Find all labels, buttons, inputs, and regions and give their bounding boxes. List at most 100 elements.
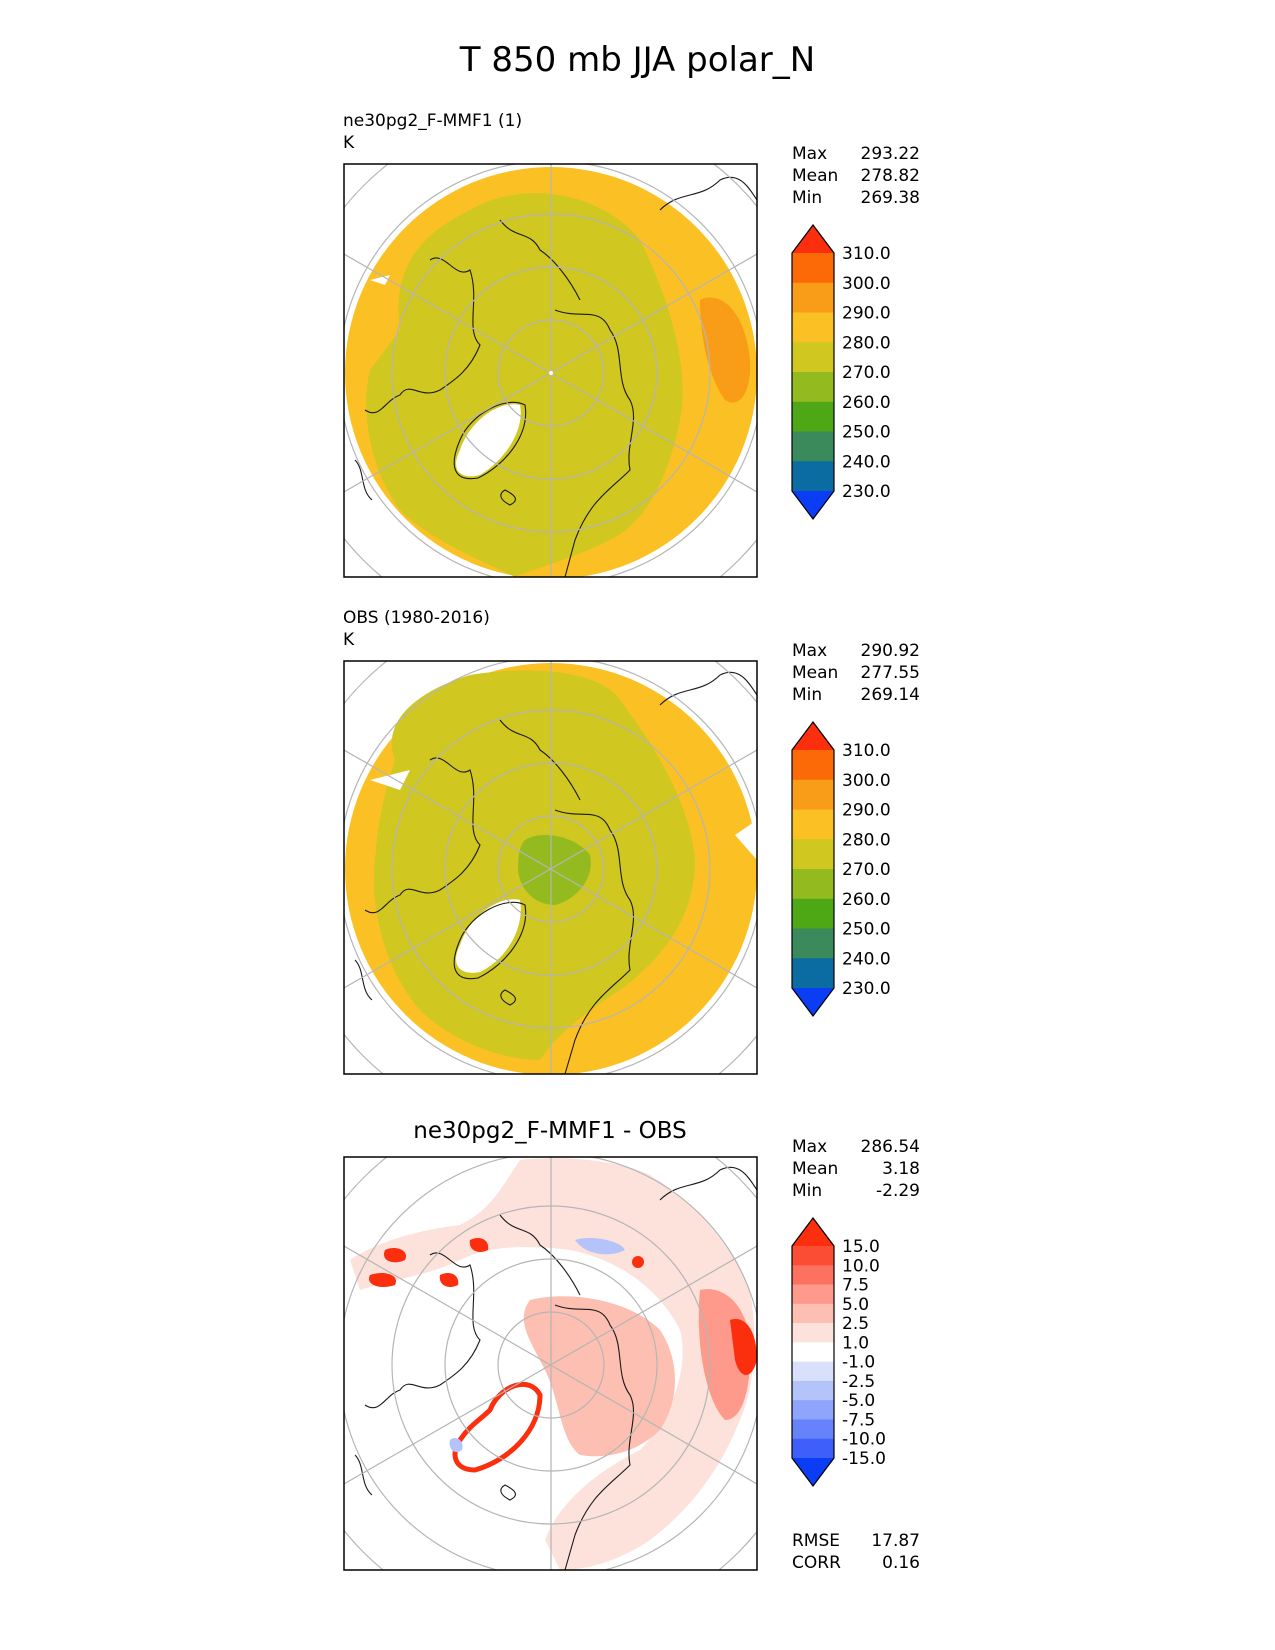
panel2-map — [344, 661, 757, 1074]
colorbar-segment — [792, 1361, 834, 1382]
panel3-metric-rmse: RMSE 17.87 — [792, 1531, 920, 1551]
colorbar-segment — [792, 461, 834, 492]
colorbar-tick-label: -5.0 — [842, 1391, 875, 1411]
colorbar-tick-label: 240.0 — [842, 949, 891, 969]
colorbar-segment — [792, 1419, 834, 1440]
colorbar-extend-max — [792, 225, 834, 253]
colorbar-tick-label: 10.0 — [842, 1256, 880, 1276]
colorbar-extend-max — [792, 722, 834, 750]
panel1-frame — [343, 163, 758, 578]
colorbar-segment — [792, 1400, 834, 1420]
panel3-map — [344, 1157, 757, 1570]
panel1-stat-min: Min 269.38 — [792, 188, 920, 208]
colorbar-segment — [792, 809, 834, 840]
colorbar-tick-label: 240.0 — [842, 452, 891, 472]
colorbar-tick-label: 230.0 — [842, 482, 891, 502]
panel2-stat-min: Min 269.14 — [792, 685, 920, 705]
panel3-stat-mean: Mean 3.18 — [792, 1159, 920, 1179]
panel1-stat-max: Max 293.22 — [792, 144, 920, 164]
colorbar-segment — [792, 401, 834, 432]
panel2-colorbar: 310.0 300.0 290.0 280.0 270.0 260.0 250.0 240.0… — [791, 721, 891, 1017]
panel2-stat-max: Max 290.92 — [792, 641, 920, 661]
colorbar-tick-label: 310.0 — [842, 741, 891, 761]
colorbar-extend-min — [792, 491, 834, 519]
panel1-stat-mean: Mean 278.82 — [792, 166, 920, 186]
panel2-title: OBS (1980-2016) K — [343, 607, 490, 651]
colorbar-extend-min — [792, 988, 834, 1016]
colorbar-tick-label: 310.0 — [842, 244, 891, 264]
figure-title: T 850 mb JJA polar_N — [459, 40, 816, 80]
panel3-stats: Max 286.54 Mean 3.18 Min -2.29 — [792, 1136, 920, 1202]
colorbar-tick-label: 300.0 — [842, 274, 891, 294]
colorbar-segment — [792, 928, 834, 959]
colorbar-segment — [792, 750, 834, 781]
colorbar-tick-label: 260.0 — [842, 393, 891, 413]
colorbar-segment — [792, 779, 834, 810]
colorbar-segment — [792, 898, 834, 929]
colorbar-tick-label: 280.0 — [842, 830, 891, 850]
panel2-units: K — [343, 630, 355, 650]
colorbar-tick-label: 2.5 — [842, 1314, 869, 1334]
colorbar-segment — [792, 1303, 834, 1324]
panel3-frame — [343, 1156, 758, 1571]
panel1-case-name: ne30pg2_F-MMF1 (1) — [343, 111, 523, 131]
colorbar-tick-label: -10.0 — [842, 1430, 886, 1450]
colorbar-segment — [792, 372, 834, 403]
colorbar-tick-label: -2.5 — [842, 1372, 875, 1392]
panel3-stat-min: Min -2.29 — [792, 1181, 920, 1201]
colorbar-tick-label: 5.0 — [842, 1295, 869, 1315]
colorbar-segment — [792, 1323, 834, 1343]
colorbar-tick-label: 230.0 — [842, 979, 891, 999]
colorbar-tick-label: 1.0 — [842, 1333, 869, 1353]
panel2-frame — [343, 660, 758, 1075]
colorbar-segment — [792, 431, 834, 462]
panel3-colorbar: 15.010.07.55.02.51.0-1.0-2.5-5.0-7.5-10.… — [791, 1217, 886, 1487]
panel3-stat-max: Max 286.54 — [792, 1137, 920, 1157]
colorbar-segment — [792, 312, 834, 343]
colorbar-segment — [792, 1380, 834, 1401]
colorbar-segment — [792, 282, 834, 313]
panel1-stats: Max 293.22 Mean 278.82 Min 269.38 — [792, 143, 920, 209]
colorbar-tick-label: -15.0 — [842, 1449, 886, 1469]
panel1-title: ne30pg2_F-MMF1 (1) K — [343, 110, 522, 154]
colorbar-extend-max — [792, 1218, 834, 1246]
colorbar-segment — [792, 342, 834, 373]
colorbar-tick-label: 290.0 — [842, 304, 891, 324]
panel1-field-hot — [700, 297, 751, 403]
colorbar-segment — [792, 1438, 834, 1459]
panel1-field-mid — [366, 193, 683, 577]
colorbar-segment — [792, 1342, 834, 1363]
colorbar-tick-label: 270.0 — [842, 860, 891, 880]
colorbar-segment — [792, 1265, 834, 1286]
colorbar-segment — [792, 253, 834, 284]
panel2-stat-mean: Mean 277.55 — [792, 663, 920, 683]
colorbar-tick-label: 300.0 — [842, 771, 891, 791]
panel3-greenland-edge — [452, 1381, 543, 1473]
colorbar-tick-label: 280.0 — [842, 333, 891, 353]
panel1-units: K — [343, 133, 355, 153]
colorbar-tick-label: 15.0 — [842, 1237, 880, 1257]
colorbar-tick-label: 290.0 — [842, 801, 891, 821]
panel3-field-warm — [523, 1296, 675, 1457]
colorbar-segment — [792, 1284, 834, 1305]
colorbar-tick-label: 250.0 — [842, 920, 891, 940]
colorbar-tick-label: 270.0 — [842, 363, 891, 383]
panel2-stats: Max 290.92 Mean 277.55 Min 269.14 — [792, 640, 920, 706]
colorbar-segment — [792, 958, 834, 989]
colorbar-tick-label: 7.5 — [842, 1276, 869, 1296]
colorbar-segment — [792, 869, 834, 900]
panel1-map — [344, 164, 757, 577]
panel1-colorbar: 310.0 300.0 290.0 280.0 270.0 260.0 250.0 240.0… — [791, 224, 891, 520]
colorbar-segment — [792, 1246, 834, 1266]
panel2-case-name: OBS (1980-2016) — [343, 608, 490, 628]
panel3-metrics: RMSE 17.87 CORR 0.16 — [792, 1530, 920, 1574]
colorbar-segment — [792, 839, 834, 870]
panel2-greenland-mask — [456, 899, 521, 973]
colorbar-tick-label: -7.5 — [842, 1410, 875, 1430]
colorbar-tick-label: 260.0 — [842, 890, 891, 910]
colorbar-tick-label: 250.0 — [842, 423, 891, 443]
panel3-title: ne30pg2_F-MMF1 - OBS — [413, 1118, 687, 1144]
panel3-metric-corr: CORR 0.16 — [792, 1553, 920, 1573]
